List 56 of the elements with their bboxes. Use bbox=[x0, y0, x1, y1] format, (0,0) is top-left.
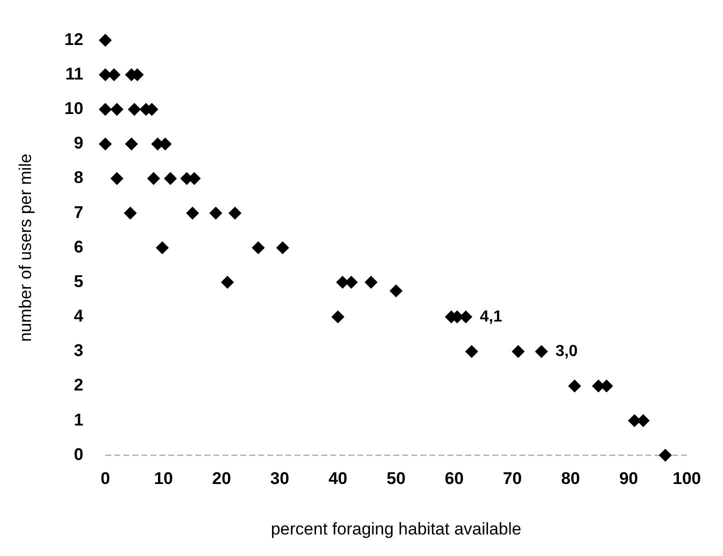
x-tick-label: 10 bbox=[154, 469, 173, 488]
y-tick-label: 8 bbox=[74, 168, 84, 188]
point bbox=[512, 344, 525, 358]
y-tick-label: 7 bbox=[74, 202, 84, 222]
x-tick-label: 100 bbox=[672, 469, 702, 488]
point bbox=[98, 34, 112, 47]
point bbox=[390, 284, 403, 298]
x-tick-label: 40 bbox=[328, 469, 348, 488]
point bbox=[164, 172, 177, 186]
point bbox=[465, 344, 478, 358]
point bbox=[124, 206, 137, 220]
point bbox=[209, 206, 222, 220]
x-tick-label: 60 bbox=[444, 469, 464, 488]
point bbox=[331, 310, 344, 324]
y-tick-label: 0 bbox=[74, 444, 84, 464]
x-tick-label: 80 bbox=[561, 469, 580, 488]
point bbox=[344, 276, 358, 289]
point bbox=[276, 241, 290, 254]
point bbox=[124, 137, 138, 150]
y-tick-label: 9 bbox=[74, 134, 84, 153]
x-tick-label: 50 bbox=[386, 469, 406, 488]
x-tick-label: 70 bbox=[502, 469, 522, 488]
point bbox=[636, 414, 650, 428]
point bbox=[364, 276, 378, 289]
point bbox=[108, 68, 121, 82]
point bbox=[147, 172, 160, 186]
x-axis-title: percent foraging habitat available bbox=[270, 519, 522, 538]
annotation: 4,1 bbox=[480, 308, 502, 326]
x-tick-label: 0 bbox=[100, 469, 110, 488]
point bbox=[658, 448, 672, 462]
point bbox=[534, 344, 548, 358]
point bbox=[128, 102, 141, 116]
y-tick-label: 6 bbox=[74, 237, 84, 256]
x-tick-label: 20 bbox=[212, 469, 232, 488]
point bbox=[110, 172, 124, 186]
y-tick-label: 5 bbox=[74, 272, 84, 291]
point bbox=[186, 206, 200, 220]
point bbox=[228, 206, 242, 220]
y-tick-label: 1 bbox=[74, 410, 84, 430]
point bbox=[98, 102, 112, 116]
y-tick-label: 2 bbox=[74, 376, 84, 395]
y-tick-label: 11 bbox=[65, 64, 84, 84]
x-tick-label: 30 bbox=[270, 469, 290, 488]
y-axis-title: number of users per mile bbox=[16, 154, 35, 342]
point bbox=[220, 276, 234, 289]
y-tick-label: 12 bbox=[64, 30, 84, 49]
y-tick-label: 4 bbox=[74, 306, 84, 326]
point bbox=[110, 102, 124, 116]
point bbox=[98, 137, 112, 150]
x-tick-label: 90 bbox=[619, 469, 638, 488]
point bbox=[568, 380, 582, 393]
y-tick-label: 3 bbox=[74, 341, 84, 360]
annotation: 3,0 bbox=[555, 342, 578, 360]
point bbox=[252, 241, 265, 254]
point bbox=[156, 241, 169, 254]
y-tick-label: 10 bbox=[64, 99, 84, 118]
